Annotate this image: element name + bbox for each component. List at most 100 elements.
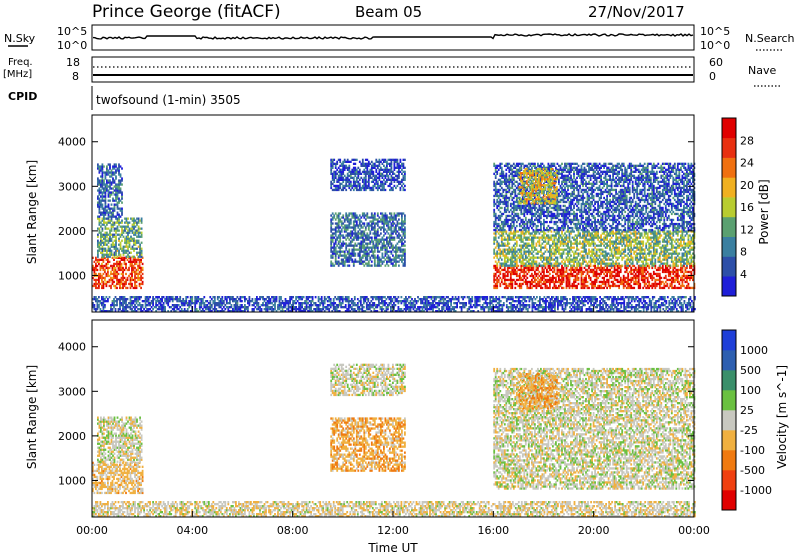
power-echo-cell <box>136 247 138 250</box>
power-echo-cell <box>404 176 406 179</box>
power-echo-cell <box>365 302 368 305</box>
power-echo-cell <box>331 310 334 313</box>
power-echo-cell <box>560 296 562 299</box>
power-echo-cell <box>204 306 207 309</box>
power-echo-cell <box>508 306 511 309</box>
power-echo-cell <box>268 306 270 309</box>
power-echo-cell <box>576 310 579 313</box>
power-echo-cell <box>135 310 138 313</box>
power-echo-cell <box>489 306 492 309</box>
power-echo-cell <box>376 212 379 215</box>
power-echo-cell <box>469 300 472 303</box>
power-echo-cell <box>632 306 635 309</box>
power-echo-cell <box>349 174 352 177</box>
power-echo-cell <box>322 300 325 303</box>
power-echo-cell <box>124 227 126 230</box>
power-echo-cell <box>378 216 381 219</box>
power-echo-cell <box>128 260 130 263</box>
power-echo-cell <box>471 298 474 301</box>
power-echo-cell <box>694 308 696 311</box>
power-echo-cell <box>367 262 370 265</box>
power-echo-cell <box>483 298 486 301</box>
power-echo-cell <box>281 310 284 313</box>
power-echo-cell <box>102 310 105 313</box>
power-echo-cell <box>114 274 117 278</box>
power-echo-cell <box>339 232 342 235</box>
power-echo-cell <box>558 270 560 274</box>
power-echo-cell <box>397 296 400 299</box>
power-echo-cell <box>119 215 122 218</box>
power-echo-cell <box>386 248 388 251</box>
power-echo-cell <box>462 302 464 305</box>
power-echo-cell <box>613 270 616 274</box>
power-echo-cell <box>390 260 393 263</box>
power-echo-cell <box>127 237 129 240</box>
power-echo-cell <box>367 306 370 309</box>
power-echo-cell <box>522 308 525 311</box>
power-echo-cell <box>182 310 185 313</box>
power-echo-cell <box>573 282 575 286</box>
power-echo-cell <box>271 296 273 299</box>
power-echo-cell <box>253 302 255 305</box>
power-echo-cell <box>314 308 317 311</box>
power-echo-cell <box>319 308 322 311</box>
power-echo-cell <box>587 308 589 311</box>
power-echo-cell <box>320 310 323 313</box>
power-echo-cell <box>376 188 379 192</box>
power-echo-cell <box>468 298 471 301</box>
power-echo-cell <box>568 286 571 290</box>
power-echo-cell <box>96 306 99 309</box>
power-echo-cell <box>334 248 337 251</box>
power-echo-cell <box>119 207 122 210</box>
power-echo-cell <box>112 233 114 236</box>
power-echo-cell <box>131 310 133 313</box>
power-echo-cell <box>415 310 418 313</box>
power-echo-cell <box>308 310 311 313</box>
power-echo-cell <box>118 237 120 240</box>
power-echo-cell <box>549 310 552 313</box>
power-echo-cell <box>495 304 498 307</box>
power-echo-cell <box>384 296 386 299</box>
power-echo-cell <box>680 310 683 313</box>
power-echo-cell <box>112 177 114 180</box>
power-echo-cell <box>330 170 333 173</box>
power-echo-cell <box>387 264 390 267</box>
power-echo-cell <box>129 298 132 301</box>
power-echo-cell <box>311 300 314 303</box>
power-echo-cell <box>308 306 311 309</box>
power-echo-cell <box>337 216 340 219</box>
power-echo-cell <box>134 278 136 282</box>
power-echo-cell <box>96 282 99 286</box>
power-echo-cell <box>626 304 629 307</box>
power-echo-cell <box>222 300 225 303</box>
power-echo-cell <box>383 184 385 188</box>
power-echo-cell <box>581 306 583 309</box>
power-echo-cell <box>385 310 388 313</box>
power-echo-cell <box>557 304 559 307</box>
power-echo-cell <box>244 304 246 307</box>
power-echo-cell <box>125 308 127 311</box>
power-echo-cell <box>595 270 598 274</box>
power-echo-cell <box>336 168 339 171</box>
power-echo-cell <box>112 197 114 200</box>
power-echo-cell <box>478 304 481 307</box>
power-echo-cell <box>116 262 118 266</box>
power-echo-cell <box>560 302 562 305</box>
power-echo-cell <box>346 244 349 247</box>
power-echo-cell <box>408 306 410 309</box>
power-echo-cell <box>346 226 349 229</box>
power-echo-cell <box>168 300 171 303</box>
power-echo-cell <box>109 193 111 196</box>
power-echo-cell <box>99 268 102 272</box>
power-echo-cell <box>463 302 466 305</box>
power-echo-cell <box>102 296 105 299</box>
power-echo-cell <box>116 247 119 250</box>
power-echo-cell <box>158 300 160 303</box>
power-echo-cell <box>393 180 396 183</box>
power-echo-cell <box>554 310 556 313</box>
power-echo-cell <box>310 302 312 305</box>
power-echo-cell <box>265 298 267 301</box>
power-echo-cell <box>390 226 393 229</box>
power-echo-cell <box>116 207 119 210</box>
power-echo-cell <box>334 234 337 237</box>
